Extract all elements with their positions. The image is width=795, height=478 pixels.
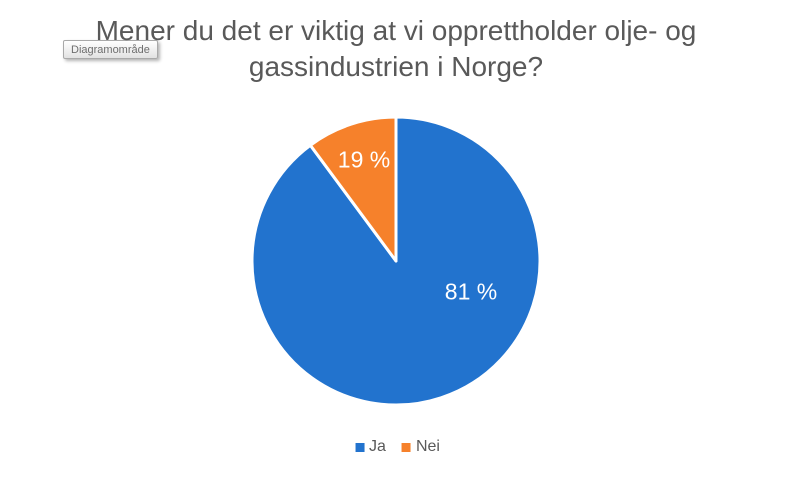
legend-swatch-nei <box>401 442 411 452</box>
chart-area-tooltip: Diagramområde <box>63 40 158 59</box>
legend-label-ja: Ja <box>369 438 386 455</box>
legend-item-ja[interactable]: Ja <box>355 438 386 456</box>
legend[interactable]: Ja Nei <box>355 438 440 456</box>
pie-slice-nei[interactable] <box>308 115 398 263</box>
legend-item-nei[interactable]: Nei <box>401 438 440 456</box>
data-label-ja: 81 % <box>444 278 498 305</box>
data-label-nei: 19 % <box>337 146 391 173</box>
chart-title[interactable]: Mener du det er viktig at vi oppretthold… <box>95 15 697 82</box>
legend-swatch-ja <box>355 442 365 452</box>
legend-label-nei: Nei <box>415 438 440 455</box>
